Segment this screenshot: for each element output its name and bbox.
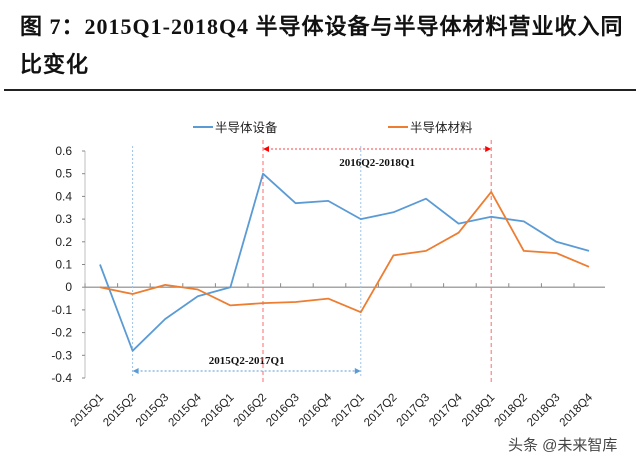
- y-tick-label: -0.4: [51, 371, 72, 385]
- series-line: [99, 190, 590, 314]
- title-divider: [4, 89, 636, 91]
- x-tick-label: 2018Q3: [525, 392, 562, 429]
- watermark: 头条 @未来智库: [508, 437, 618, 454]
- x-tick-label: 2017Q3: [395, 392, 432, 429]
- x-tick-label: 2016Q1: [199, 392, 236, 429]
- y-tick-label: 0: [65, 280, 72, 294]
- x-tick-label: 2017Q2: [362, 392, 399, 429]
- x-tick-label: 2017Q1: [329, 392, 366, 429]
- y-tick-label: -0.1: [51, 303, 72, 317]
- x-tick-label: 2017Q4: [427, 391, 465, 429]
- y-tick-label: 0.5: [55, 167, 72, 181]
- y-tick-label: 0.6: [55, 144, 72, 158]
- annotation-label: 2016Q2-2018Q1: [339, 157, 415, 169]
- legend-label: 半导体材料: [410, 120, 473, 135]
- x-tick-label: 2018Q1: [460, 392, 497, 429]
- arrow-head-icon: [132, 368, 139, 374]
- x-tick-label: 2015Q4: [166, 391, 204, 429]
- y-tick-label: -0.2: [51, 326, 72, 340]
- x-tick-label: 2016Q3: [264, 392, 301, 429]
- x-tick-label: 2018Q2: [492, 392, 529, 429]
- y-tick-label: 0.1: [55, 258, 72, 272]
- x-tick-label: 2018Q4: [558, 391, 596, 429]
- y-tick-label: 0.4: [55, 189, 72, 203]
- arrow-head-icon: [485, 146, 492, 152]
- arrow-head-icon: [354, 368, 361, 374]
- figure-title: 图 7：2015Q1-2018Q4 半导体设备与半导体材料营业收入同比变化: [20, 14, 624, 77]
- x-tick-label: 2015Q3: [134, 392, 171, 429]
- y-tick-label: 0.2: [55, 235, 72, 249]
- x-tick-label: 2016Q4: [297, 391, 335, 429]
- series-line: [99, 172, 590, 352]
- legend-label: 半导体设备: [215, 120, 278, 135]
- x-tick-label: 2016Q2: [232, 392, 269, 429]
- x-tick-label: 2015Q2: [101, 392, 138, 429]
- annotation-label: 2015Q2-2017Q1: [209, 355, 285, 367]
- arrow-head-icon: [263, 146, 269, 152]
- x-tick-label: 2015Q1: [69, 392, 106, 429]
- y-tick-label: 0.3: [55, 212, 72, 226]
- y-tick-label: -0.3: [51, 348, 72, 362]
